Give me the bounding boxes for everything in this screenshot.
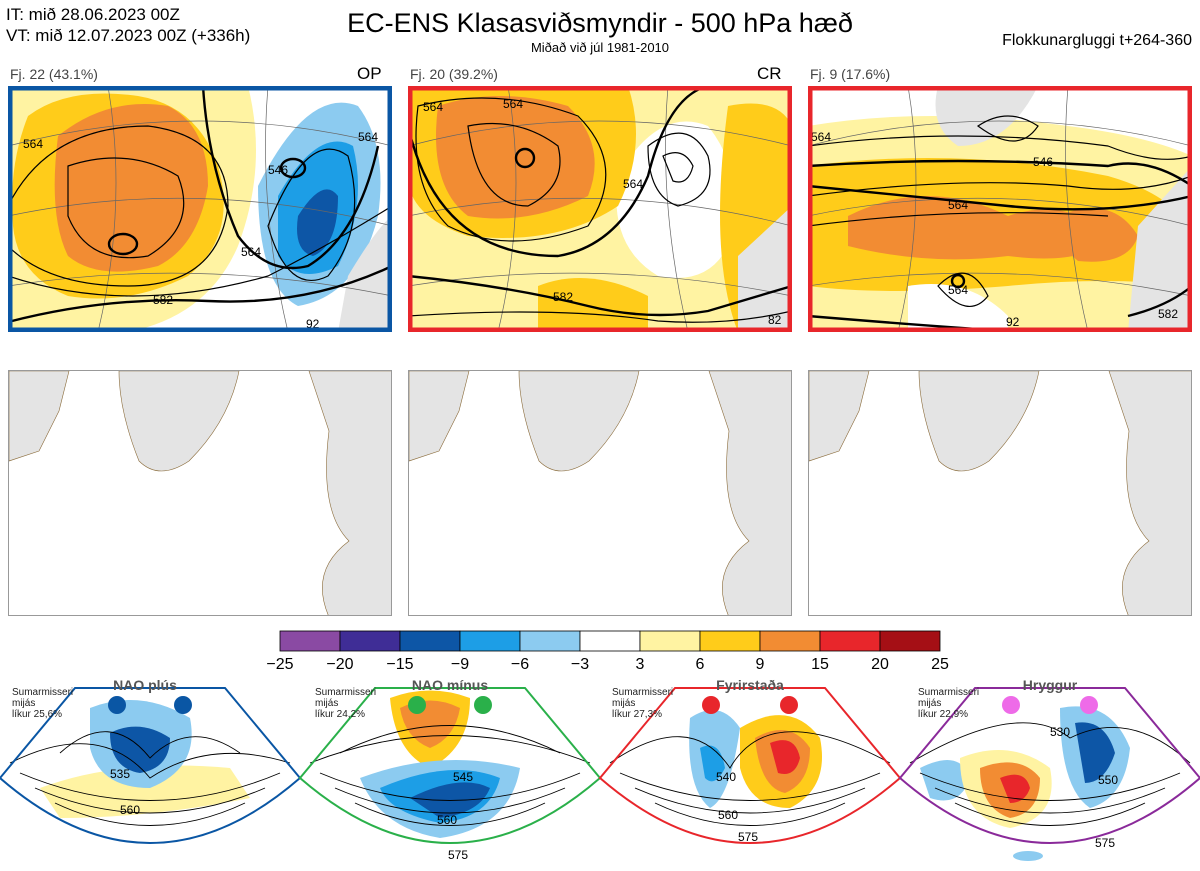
colorbar-tick-label: −9 bbox=[451, 656, 469, 673]
colorbar-cell bbox=[639, 630, 701, 652]
regime-blocking: Fyrirstaða Sumarmisseri mijás líkur 27,3… bbox=[598, 678, 902, 844]
cluster-3-label: Fj. 9 (17.6%) bbox=[810, 66, 891, 82]
cluster-3-contour-label: 564 bbox=[811, 130, 831, 144]
cluster-2-contour-label: 564 bbox=[623, 177, 643, 191]
regime-2-contour-label: 560 bbox=[437, 813, 457, 827]
colorbar-cell bbox=[759, 630, 821, 652]
colorbar: −25 −20 −15 −9 −6 −3 3 6 9 15 20 25 bbox=[266, 630, 949, 673]
colorbar-tick-label: 15 bbox=[811, 656, 829, 673]
cluster-1-contour-label: 582 bbox=[153, 293, 173, 307]
regime-2-ref: mijás bbox=[315, 698, 338, 709]
colorbar-tick-label: −15 bbox=[386, 656, 413, 673]
initial-time: IT: mið 28.06.2023 00Z bbox=[6, 5, 180, 24]
regime-1-contour-label: 535 bbox=[110, 767, 130, 781]
cluster-3-frame bbox=[808, 86, 1192, 332]
cluster-2-frame bbox=[408, 86, 792, 332]
regime-2-contour-label: 545 bbox=[453, 770, 473, 784]
cluster-3-contour-label: 564 bbox=[948, 283, 968, 297]
cluster-1-frame bbox=[8, 86, 392, 332]
colorbar-tick-label: 6 bbox=[696, 656, 705, 673]
regime-4-contour-label: 575 bbox=[1095, 836, 1115, 850]
regime-ridge: Hryggur Sumarmisseri mijás líkur 22,9% 5… bbox=[898, 678, 1200, 861]
cluster-2-contour-label: 82 bbox=[768, 313, 782, 327]
regime-4-name: Hryggur bbox=[1023, 678, 1078, 693]
regime-4-ref: mijás bbox=[918, 698, 941, 709]
regime-1-prob: líkur 25,6% bbox=[12, 709, 62, 720]
colorbar-tick-label: 9 bbox=[756, 656, 765, 673]
regime-nao-plus: NAO plús Sumarmisseri mijás líkur 25,6% … bbox=[0, 678, 302, 844]
colorbar-cell bbox=[339, 630, 401, 652]
regime-4-prob: líkur 22,9% bbox=[918, 709, 968, 720]
colorbar-cell bbox=[459, 630, 521, 652]
cluster-1-code: OP bbox=[357, 64, 382, 83]
page-title: EC-ENS Klasasviðsmyndir - 500 hPa hæð bbox=[347, 8, 853, 38]
regime-3-ref: mijás bbox=[612, 698, 635, 709]
empty-map-3 bbox=[808, 370, 1192, 616]
cluster-2-contour-label: 564 bbox=[423, 100, 443, 114]
regime-4-contour-label: 550 bbox=[1098, 773, 1118, 787]
colorbar-cell bbox=[879, 630, 941, 652]
colorbar-cell bbox=[399, 630, 461, 652]
colorbar-tick-label: −3 bbox=[571, 656, 589, 673]
regime-2-contour-label: 575 bbox=[448, 848, 468, 862]
regime-2-name: NAO mínus bbox=[412, 678, 488, 693]
cluster-3-map[interactable]: 564 546 564 564 92 582 bbox=[808, 86, 1192, 332]
cluster-2-contour-label: 582 bbox=[553, 290, 573, 304]
colorbar-tick-label: −20 bbox=[326, 656, 353, 673]
cluster-1-contour-label: 564 bbox=[241, 245, 261, 259]
regime-1-contour-label: 560 bbox=[120, 803, 140, 817]
regime-3-contour-label: 575 bbox=[738, 830, 758, 844]
cluster-1-contour-label: 546 bbox=[268, 163, 288, 177]
empty-map-2 bbox=[408, 370, 792, 616]
header-times: IT: mið 28.06.2023 00Z VT: mið 12.07.202… bbox=[6, 4, 250, 46]
regime-3-contour-label: 560 bbox=[718, 808, 738, 822]
regime-3-prob: líkur 27,3% bbox=[612, 709, 662, 720]
valid-time: VT: mið 12.07.2023 00Z (+336h) bbox=[6, 26, 251, 45]
colorbar-tick-label: −25 bbox=[266, 656, 293, 673]
cluster-3-contour-label: 582 bbox=[1158, 307, 1178, 321]
regime-4-contour-label: 530 bbox=[1050, 725, 1070, 739]
colorbar-tick-label: 3 bbox=[636, 656, 645, 673]
cluster-3-contour-label: 546 bbox=[1033, 155, 1053, 169]
colorbar-cell bbox=[279, 630, 341, 652]
colorbar-tick-label: −6 bbox=[511, 656, 529, 673]
colorbar-tick-label: 25 bbox=[931, 656, 949, 673]
cluster-1-contour-label: 564 bbox=[23, 137, 43, 151]
cluster-2-contour-label: 564 bbox=[503, 97, 523, 111]
regime-panels: NAO plús Sumarmisseri mijás líkur 25,6% … bbox=[0, 678, 1200, 862]
colorbar-tick-label: 20 bbox=[871, 656, 889, 673]
cluster-1-contour-label: 564 bbox=[358, 130, 378, 144]
regime-1-ref: mijás bbox=[12, 698, 35, 709]
classification-window: Flokkunargluggi t+264-360 bbox=[1002, 32, 1192, 49]
regime-nao-minus: NAO mínus Sumarmisseri mijás líkur 24,2%… bbox=[298, 678, 602, 862]
colorbar-cell bbox=[519, 630, 581, 652]
cluster-1-map[interactable]: 564 546 564 582 564 92 bbox=[8, 86, 392, 332]
regime-3-season: Sumarmisseri bbox=[612, 687, 673, 698]
colorbar-cell bbox=[579, 630, 641, 652]
empty-map-1 bbox=[8, 370, 392, 616]
page-subtitle: Miðað við júl 1981-2010 bbox=[530, 40, 670, 55]
regime-1-season: Sumarmisseri bbox=[12, 687, 73, 698]
regime-4-season: Sumarmisseri bbox=[918, 687, 979, 698]
cluster-2-code: CR bbox=[757, 64, 782, 83]
colorbar-cell bbox=[819, 630, 881, 652]
cluster-3-contour-label: 564 bbox=[948, 198, 968, 212]
cluster-2-label: Fj. 20 (39.2%) bbox=[410, 66, 498, 82]
cluster-1-label: Fj. 22 (43.1%) bbox=[10, 66, 98, 82]
cluster-2-map[interactable]: 564 564 564 582 82 bbox=[408, 86, 792, 332]
regime-2-prob: líkur 24,2% bbox=[315, 709, 365, 720]
cluster-3-contour-label: 92 bbox=[1006, 315, 1020, 329]
regime-3-contour-label: 540 bbox=[716, 770, 736, 784]
colorbar-cell bbox=[699, 630, 761, 652]
regime-3-name: Fyrirstaða bbox=[716, 678, 784, 693]
regime-1-name: NAO plús bbox=[113, 678, 177, 693]
regime-2-season: Sumarmisseri bbox=[315, 687, 376, 698]
